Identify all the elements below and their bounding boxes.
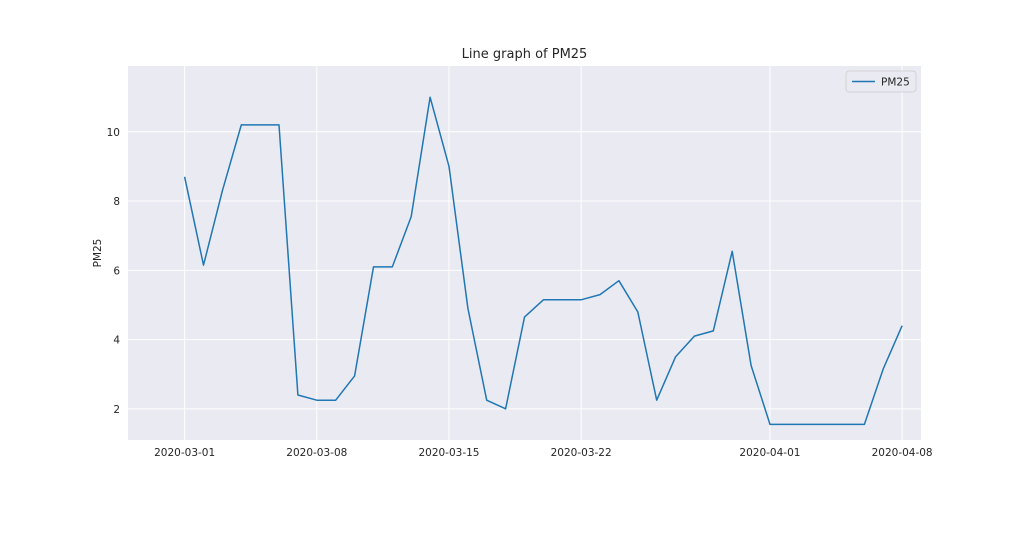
x-tick-label: 2020-03-01 [154,447,215,459]
grid-lines [128,66,921,440]
chart-title: Line graph of PM25 [462,47,588,62]
series-line-pm25 [183,96,903,426]
x-tick-label: 2020-04-01 [739,447,800,459]
plot-area [128,66,921,440]
legend-label-pm25: PM25 [881,77,910,89]
legend-box [845,70,917,93]
y-tick-label: 8 [113,196,120,208]
x-tick-label: 2020-03-15 [418,447,479,459]
y-axis-ticks: 2 4 6 8 10 [107,127,121,416]
y-tick-label: 10 [107,127,120,139]
y-tick-label: 4 [113,335,120,347]
x-axis-ticks: 2020-03-01 2020-03-08 2020-03-15 2020-03-22… [154,447,933,459]
y-tick-label: 2 [113,404,120,416]
legend: PM25 [845,70,917,93]
y-axis-label: PM25 [92,239,104,268]
x-tick-label: 2020-03-22 [551,447,612,459]
x-tick-label: 2020-03-08 [286,447,347,459]
x-tick-label: 2020-04-08 [872,447,933,459]
y-tick-label: 6 [113,265,120,277]
